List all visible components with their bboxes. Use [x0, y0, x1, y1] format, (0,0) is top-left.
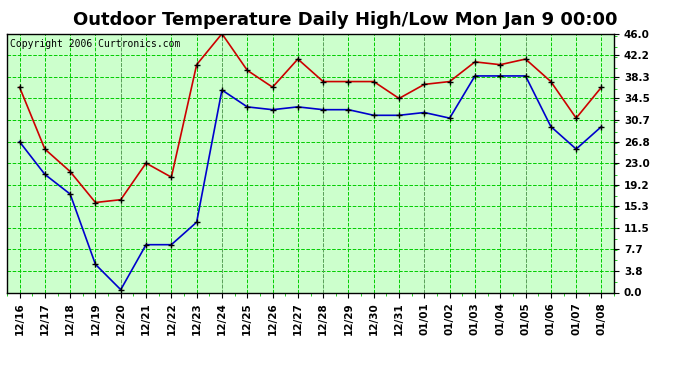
Text: Copyright 2006 Curtronics.com: Copyright 2006 Curtronics.com	[10, 39, 180, 49]
Text: Outdoor Temperature Daily High/Low Mon Jan 9 00:00: Outdoor Temperature Daily High/Low Mon J…	[72, 11, 618, 29]
